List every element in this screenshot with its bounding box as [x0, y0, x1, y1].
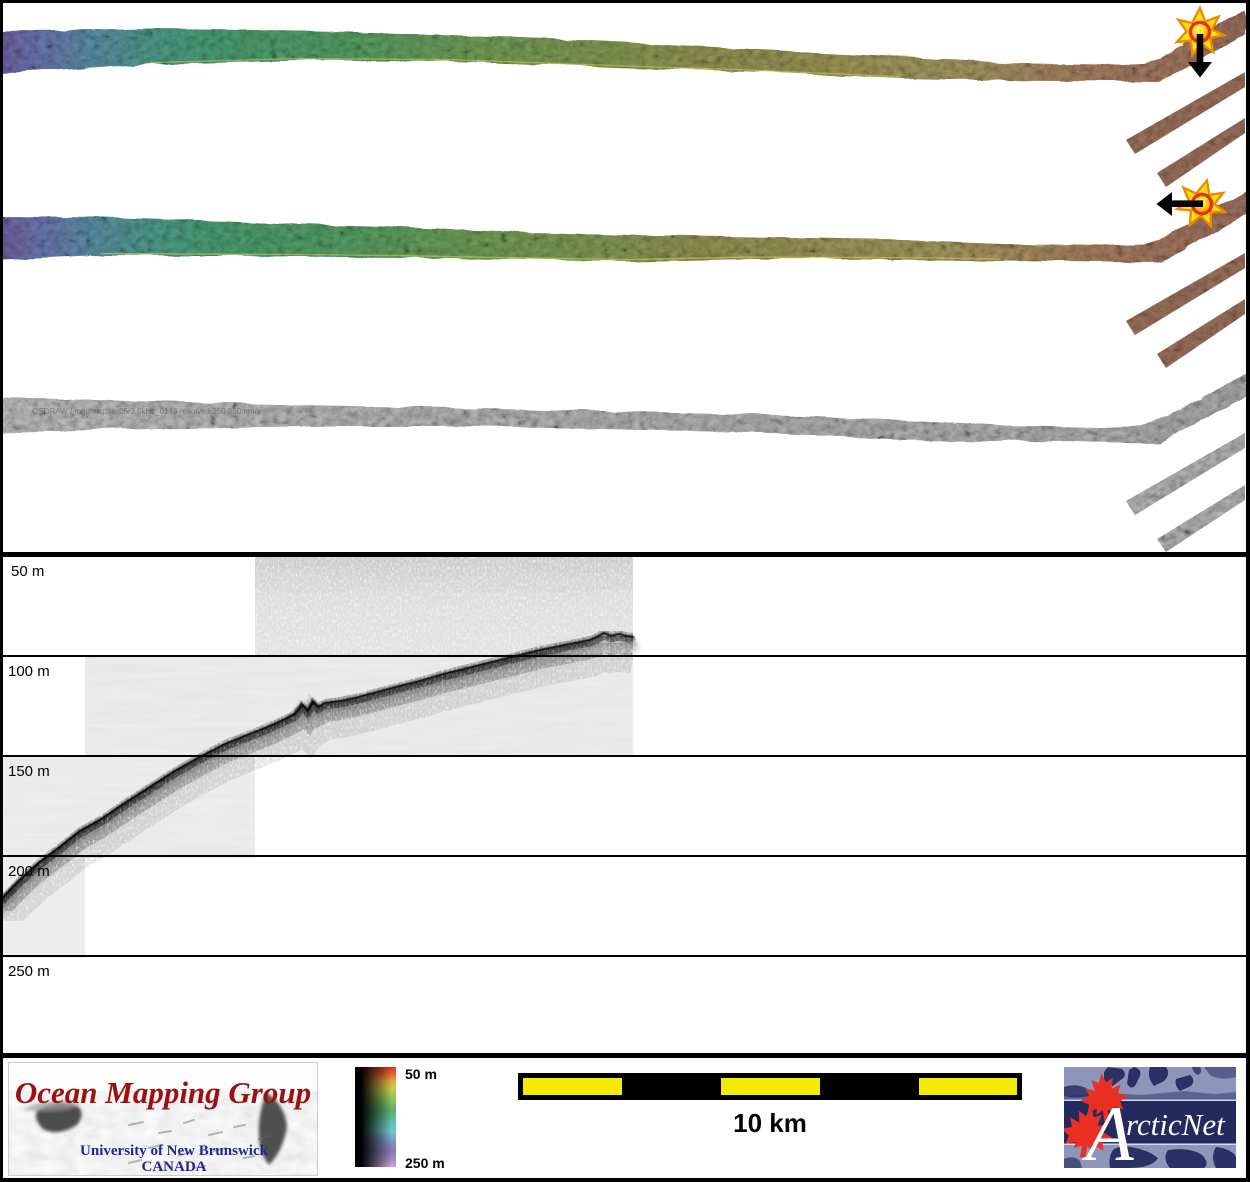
svg-text:CANADA: CANADA	[142, 1159, 207, 1175]
svg-text:University of New Brunswick: University of New Brunswick	[80, 1143, 269, 1159]
svg-text:50 m: 50 m	[405, 1066, 437, 1082]
svg-text:A: A	[1081, 1090, 1134, 1168]
svg-text:250 m: 250 m	[405, 1155, 445, 1171]
svg-text:Ocean Mapping Group: Ocean Mapping Group	[15, 1075, 311, 1110]
svg-text:rcticNet: rcticNet	[1126, 1107, 1226, 1142]
svg-text:OSDRAW / mgd/nwpass05/3.5kHz_0: OSDRAW / mgd/nwpass05/3.5kHz_0145 resolv…	[32, 407, 261, 416]
